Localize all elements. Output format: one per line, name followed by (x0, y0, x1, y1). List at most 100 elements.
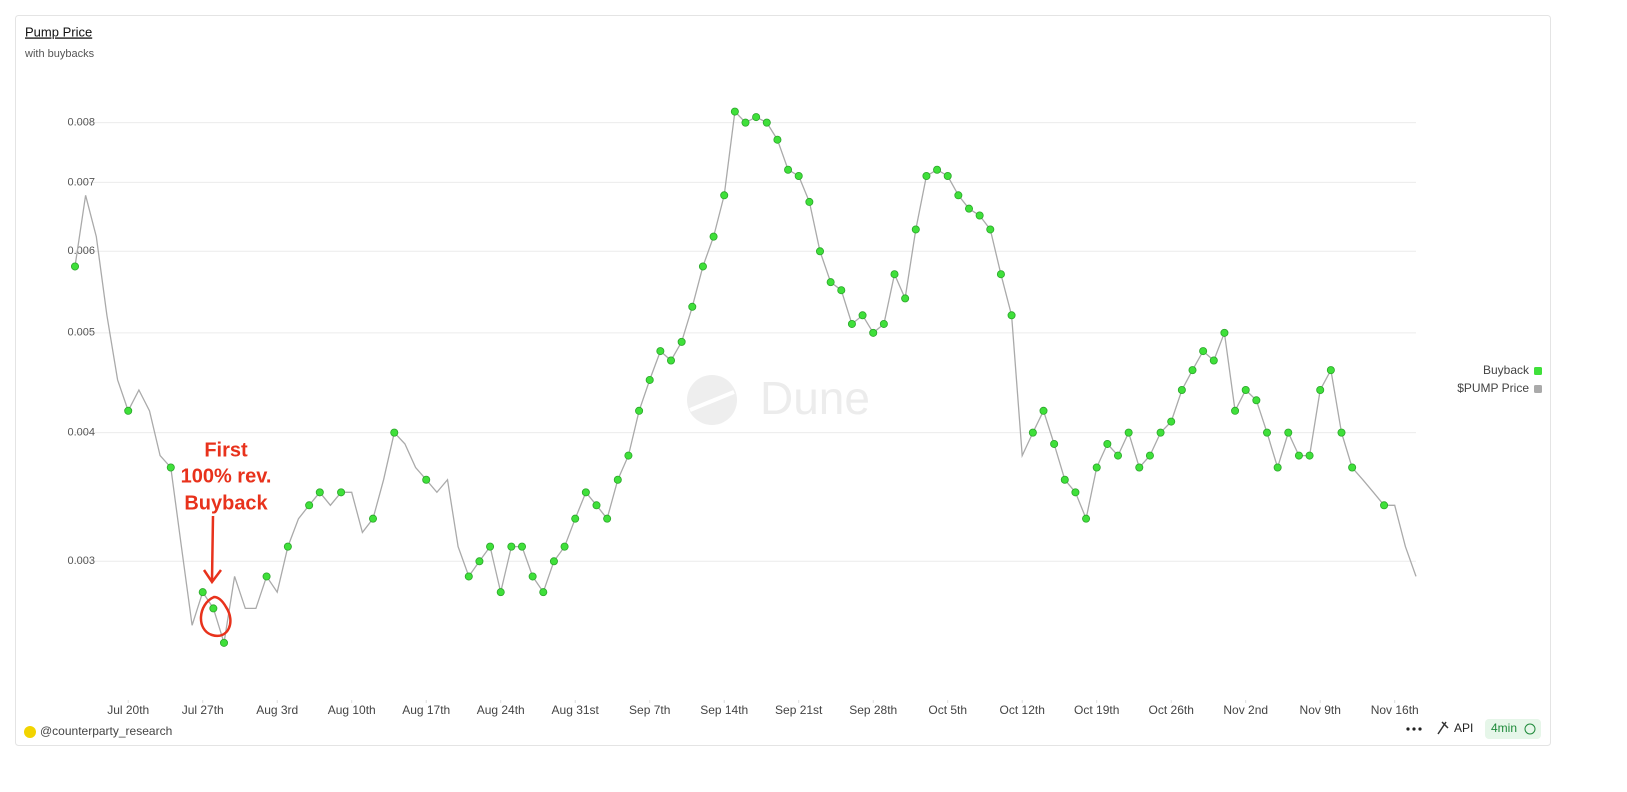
buyback-dot (1380, 501, 1389, 510)
legend-swatch (1534, 385, 1542, 393)
buyback-dot (581, 488, 590, 497)
buyback-dot (1284, 428, 1293, 437)
buyback-dot (794, 172, 803, 181)
buyback-dot (1209, 356, 1218, 365)
avatar (24, 726, 36, 738)
x-tick-label: Sep 28th (849, 703, 897, 717)
buyback-dot (1188, 366, 1197, 375)
buyback-dot (816, 247, 825, 256)
buyback-dot (667, 356, 676, 365)
x-tick-label: Sep 7th (629, 703, 670, 717)
buyback-dot (315, 488, 324, 497)
chart-subtitle: with buybacks (24, 48, 95, 60)
annotation-line: Buyback (184, 492, 268, 514)
watermark-text: Dune (760, 372, 870, 424)
buyback-dot (784, 165, 793, 174)
y-tick-label: 0.008 (67, 117, 95, 129)
api-button[interactable]: API (1454, 721, 1473, 735)
buyback-dot (1273, 463, 1282, 472)
buyback-dot (975, 211, 984, 220)
buyback-dot (1103, 439, 1112, 448)
buyback-dot (943, 172, 952, 181)
buyback-dot (592, 501, 601, 510)
buyback-dot (1348, 463, 1357, 472)
y-tick-label: 0.005 (67, 327, 95, 339)
api-icon (1437, 721, 1449, 735)
author[interactable]: @counterparty_research (40, 724, 172, 738)
x-tick-label: Nov 16th (1371, 703, 1419, 717)
y-tick-label: 0.003 (67, 555, 95, 567)
x-tick-label: Aug 17th (402, 703, 450, 717)
buyback-dot (688, 302, 697, 311)
buyback-dot (1252, 396, 1261, 405)
x-tick-label: Jul 20th (107, 703, 149, 717)
y-tick-label: 0.006 (67, 245, 95, 257)
buyback-dot (752, 113, 761, 122)
buyback-dot (773, 135, 782, 144)
buyback-dot (464, 572, 473, 581)
buyback-dot (422, 475, 431, 484)
refresh-icon (1524, 723, 1536, 735)
buyback-dot (539, 588, 548, 597)
buyback-dot (305, 501, 314, 510)
annotation: First 100% rev. Buyback (181, 439, 272, 514)
x-tick-label: Aug 10th (328, 703, 376, 717)
footer: @counterparty_research API 4min (24, 719, 1541, 739)
card (15, 15, 1551, 746)
buyback-dot (933, 165, 942, 174)
x-tick-label: Aug 31st (552, 703, 600, 717)
annotation-line: First (204, 439, 248, 461)
buyback-dot (645, 375, 654, 384)
buyback-dot (965, 204, 974, 213)
legend-swatch (1534, 367, 1542, 375)
buyback-dot (741, 118, 750, 127)
annotation-line: 100% rev. (181, 465, 272, 487)
chart-title[interactable]: Pump Price (25, 24, 92, 39)
legend-label: Buyback (1483, 363, 1530, 377)
buyback-dot (390, 428, 399, 437)
buyback-dot (198, 588, 207, 597)
buyback-dot (1337, 428, 1346, 437)
buyback-dot (1231, 406, 1240, 415)
buyback-dot (1167, 417, 1176, 426)
annotation-arrow (202, 515, 222, 585)
buyback-dot (954, 191, 963, 200)
buyback-dot (1039, 406, 1048, 415)
buyback-dot (262, 572, 271, 581)
x-tick-label: Oct 19th (1074, 703, 1119, 717)
buyback-dot (986, 225, 995, 234)
buyback-dot (890, 270, 899, 279)
x-tick-label: Oct 5th (928, 703, 967, 717)
buyback-dot (166, 463, 175, 472)
buyback-dot (1294, 451, 1303, 460)
x-tick-label: Sep 14th (700, 703, 748, 717)
buyback-dot (496, 588, 505, 597)
buyback-dot (858, 311, 867, 320)
buyback-dot (1050, 439, 1059, 448)
buyback-dot (283, 542, 292, 551)
buyback-dot (1071, 488, 1080, 497)
x-tick-label: Oct 12th (1000, 703, 1045, 717)
refresh-text: 4min (1491, 721, 1517, 735)
buyback-dot (709, 232, 718, 241)
buyback-dot (762, 118, 771, 127)
buyback-dot (337, 488, 346, 497)
buyback-dot (1145, 451, 1154, 460)
x-tick-label: Nov 9th (1300, 703, 1341, 717)
buyback-dot (805, 197, 814, 206)
buyback-dot (1028, 428, 1037, 437)
buyback-dot (1199, 347, 1208, 356)
buyback-dot (1007, 311, 1016, 320)
buyback-dot (1114, 451, 1123, 460)
more-icon[interactable] (1406, 727, 1422, 731)
refresh-badge[interactable] (1485, 719, 1541, 739)
buyback-dot (475, 557, 484, 566)
buyback-dot (879, 319, 888, 328)
buyback-dot (720, 191, 729, 200)
buyback-dot (624, 451, 633, 460)
buyback-dot (549, 557, 558, 566)
y-tick-label: 0.007 (67, 176, 95, 188)
buyback-dot (1177, 385, 1186, 394)
buyback-dot (1241, 385, 1250, 394)
